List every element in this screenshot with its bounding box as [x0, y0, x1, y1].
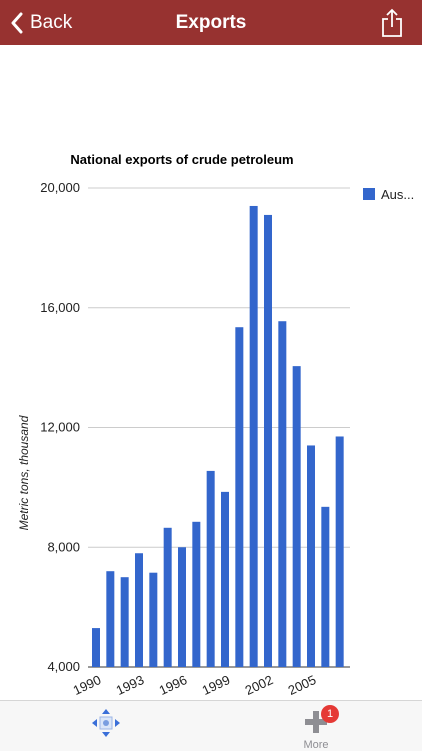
x-tick-label: 1993 [114, 672, 147, 698]
move-button[interactable] [90, 707, 122, 739]
y-tick-label: 16,000 [40, 300, 80, 315]
y-axis-label: Metric tons, thousand [17, 415, 31, 530]
bar[interactable] [292, 366, 301, 667]
navigation-bar: Back Exports [0, 0, 422, 45]
legend-label: Aus... [381, 187, 414, 202]
more-label: More [303, 739, 329, 751]
y-tick-label: 12,000 [40, 420, 80, 435]
notification-badge: 1 [321, 705, 339, 723]
bar-chart: National exports of crude petroleum Metr… [17, 152, 414, 698]
y-tick-labels: 4,000 8,000 12,000 16,000 20,000 [40, 180, 80, 674]
bar[interactable] [278, 321, 287, 667]
x-tick-label: 1990 [71, 672, 104, 698]
bar[interactable] [149, 572, 158, 667]
bar[interactable] [106, 571, 115, 667]
more-button[interactable]: 1 More [296, 705, 339, 751]
x-tick-label: 1999 [200, 672, 233, 698]
chart-area: National exports of crude petroleum Metr… [0, 45, 422, 700]
chart-title: National exports of crude petroleum [70, 152, 293, 167]
x-tick-label: 1996 [157, 672, 190, 698]
bar[interactable] [206, 470, 215, 667]
back-button[interactable]: Back [10, 0, 72, 45]
bar[interactable] [264, 214, 272, 667]
bar[interactable] [135, 553, 143, 667]
bottom-toolbar: 1 More [0, 700, 422, 751]
bar[interactable] [235, 327, 244, 667]
bar[interactable] [335, 436, 344, 667]
page-title: Exports [175, 12, 247, 33]
y-tick-label: 8,000 [47, 539, 80, 554]
x-tick-label: 2005 [286, 672, 319, 698]
bar[interactable] [192, 521, 201, 667]
plus-icon [305, 711, 327, 733]
bars [92, 205, 344, 667]
share-icon [382, 8, 402, 37]
back-label: Back [30, 11, 73, 33]
x-tick-labels: 1990 1993 1996 1999 2002 2005 [71, 672, 319, 698]
gridlines [88, 187, 350, 668]
bar[interactable] [321, 506, 330, 667]
legend-swatch [363, 188, 375, 200]
bar[interactable] [178, 547, 186, 667]
bar[interactable] [163, 527, 172, 667]
share-button[interactable] [380, 8, 404, 38]
bar[interactable] [221, 491, 229, 667]
move-arrows-icon [92, 709, 120, 737]
bar[interactable] [249, 205, 258, 667]
bar[interactable] [92, 628, 100, 667]
bar[interactable] [120, 577, 129, 667]
y-tick-label: 4,000 [47, 659, 80, 674]
chevron-left-icon [11, 12, 23, 33]
bar[interactable] [307, 445, 315, 667]
x-tick-label: 2002 [243, 672, 276, 698]
legend: Aus... [363, 187, 414, 202]
y-tick-label: 20,000 [40, 180, 80, 195]
